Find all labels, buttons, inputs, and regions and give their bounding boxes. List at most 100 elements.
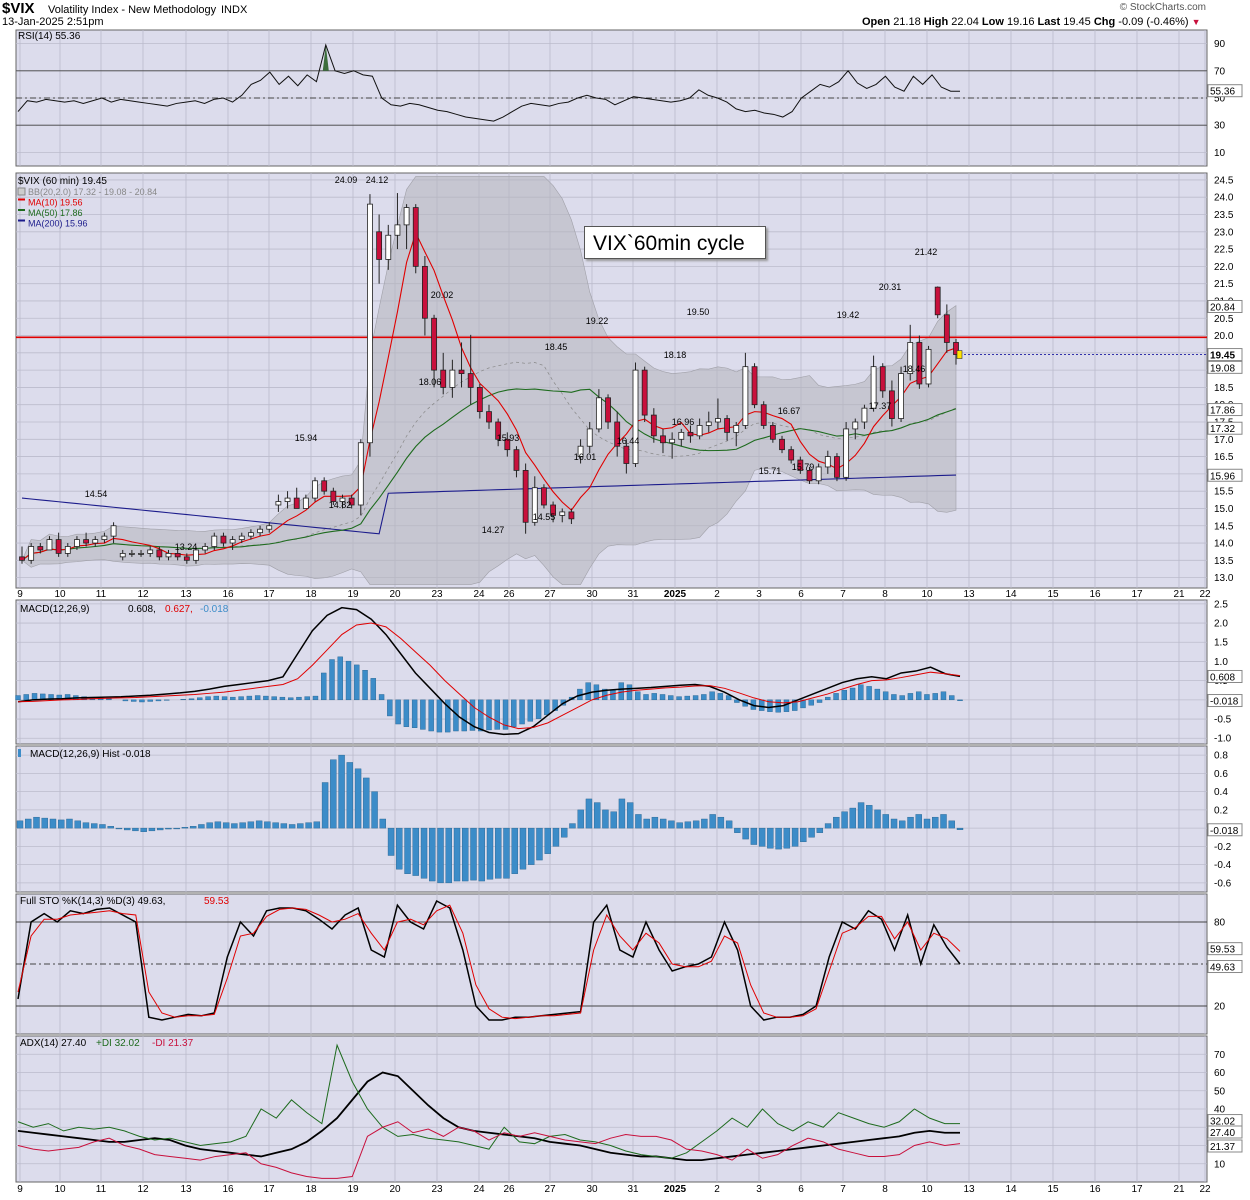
hist-bar — [684, 821, 692, 829]
y-tick-label: 1.5 — [1214, 638, 1228, 649]
brand-watermark: © StockCharts.com — [1119, 2, 1206, 13]
macd-hist-bar — [254, 695, 261, 701]
candle — [19, 546, 25, 564]
macd-hist-bar — [345, 660, 352, 701]
candle-body — [422, 265, 428, 319]
ma50-line — [21, 388, 957, 561]
hist-bar — [156, 827, 164, 831]
candle — [705, 411, 712, 433]
macd-hist-bar — [709, 691, 715, 701]
macd-hist-bar — [874, 688, 881, 701]
hist-bar — [272, 822, 279, 829]
adx-pdi: +DI 32.02 — [96, 1038, 140, 1049]
hist-bar — [725, 820, 733, 829]
macd-hist-bar — [362, 670, 368, 701]
macd-title: MACD(12,26,9) — [20, 604, 89, 615]
candle-body — [202, 546, 209, 551]
hist-bar — [140, 827, 147, 832]
hist-bar — [536, 827, 543, 861]
hist-bar — [618, 798, 626, 829]
hist-bar — [610, 811, 617, 829]
macd-hist-bar — [767, 699, 773, 712]
x-axis-label: 6 — [798, 1184, 804, 1195]
x-axis-label: 21 — [1173, 1184, 1185, 1195]
candle-body — [266, 525, 273, 530]
price-data-label: 19.22 — [586, 316, 609, 326]
price-value-box — [1207, 360, 1243, 374]
macd-hist-bar — [230, 696, 236, 701]
macd-hist-bar — [519, 699, 525, 725]
hist-bar — [115, 827, 123, 830]
macd-hist-bar — [279, 696, 286, 701]
macd-hist-bar — [833, 693, 839, 701]
price-data-label: 24.12 — [366, 175, 389, 185]
candle-body — [486, 411, 492, 423]
x-axis-label: 3 — [756, 1184, 762, 1195]
sto-title: Full STO %K(14,3) %D(3) 49.63, — [20, 896, 165, 907]
adx-value-label: 32.02 — [1210, 1117, 1235, 1128]
y-tick-label: 13.5 — [1214, 556, 1234, 567]
candle — [74, 536, 80, 550]
hist-bar — [74, 820, 81, 829]
y-tick-label: 17.0 — [1214, 435, 1234, 446]
candle-body — [916, 342, 923, 385]
candle — [559, 508, 566, 523]
sto-d-val: 59.53 — [204, 896, 229, 907]
candle — [83, 532, 89, 547]
sto-value-label: 49.63 — [1210, 963, 1235, 974]
candle-body — [321, 480, 328, 492]
x-axis-label: 6 — [798, 589, 804, 600]
price-data-label: 14.82 — [329, 500, 352, 510]
macd-hist-bar — [800, 699, 806, 709]
hist-bar — [16, 820, 24, 829]
x-axis-label: 30 — [586, 1184, 598, 1195]
hist-bar — [569, 823, 576, 829]
x-axis-label: 10 — [54, 589, 66, 600]
y-tick-label: 22.5 — [1214, 245, 1234, 256]
price-legend-item: BB(20,2.0) 17.32 - 19.08 - 20.84 — [28, 187, 157, 197]
x-axis-label: 2025 — [664, 1184, 687, 1195]
y-tick-label: -0.5 — [1214, 715, 1232, 726]
hist-bar — [91, 823, 98, 829]
candle — [312, 477, 318, 502]
candle — [257, 525, 263, 537]
price-data-label: 19.42 — [837, 310, 860, 320]
hist-bar — [882, 814, 889, 829]
candle — [266, 522, 273, 533]
hist-bar — [462, 827, 469, 882]
candle-body — [211, 535, 218, 547]
candle — [293, 487, 300, 509]
price-legend-item: MA(50) 17.86 — [28, 208, 83, 218]
candle-body — [55, 539, 62, 554]
adx-line-0 — [17, 1071, 960, 1161]
candle-body — [687, 431, 694, 437]
candle — [156, 546, 163, 561]
macd-hist-bar — [304, 696, 310, 701]
hist-bar — [866, 805, 873, 829]
candle — [769, 422, 776, 443]
candle-body — [83, 539, 89, 544]
candle — [641, 366, 648, 422]
hist-bar — [544, 827, 551, 854]
candle — [898, 366, 904, 422]
price-data-label: 19.50 — [687, 307, 710, 317]
candle — [843, 422, 850, 481]
candle — [779, 435, 785, 454]
hist-bar — [420, 827, 428, 879]
candle — [302, 494, 309, 509]
hist-bar — [379, 818, 387, 829]
macd-hist-bar — [312, 695, 319, 701]
candle — [220, 532, 227, 547]
x-axis-label: 8 — [882, 589, 888, 600]
candle-body — [403, 207, 410, 226]
candle — [669, 432, 676, 459]
x-axis-label: 24 — [473, 589, 485, 600]
macd-hist-bar — [403, 699, 410, 727]
candle — [513, 446, 520, 478]
y-tick-label: 20.5 — [1214, 314, 1234, 325]
hist-bar — [899, 820, 906, 829]
price-data-label: 14.55 — [533, 512, 556, 522]
candle-body — [889, 390, 895, 419]
candle-body — [934, 286, 941, 316]
candle-body — [156, 549, 163, 558]
